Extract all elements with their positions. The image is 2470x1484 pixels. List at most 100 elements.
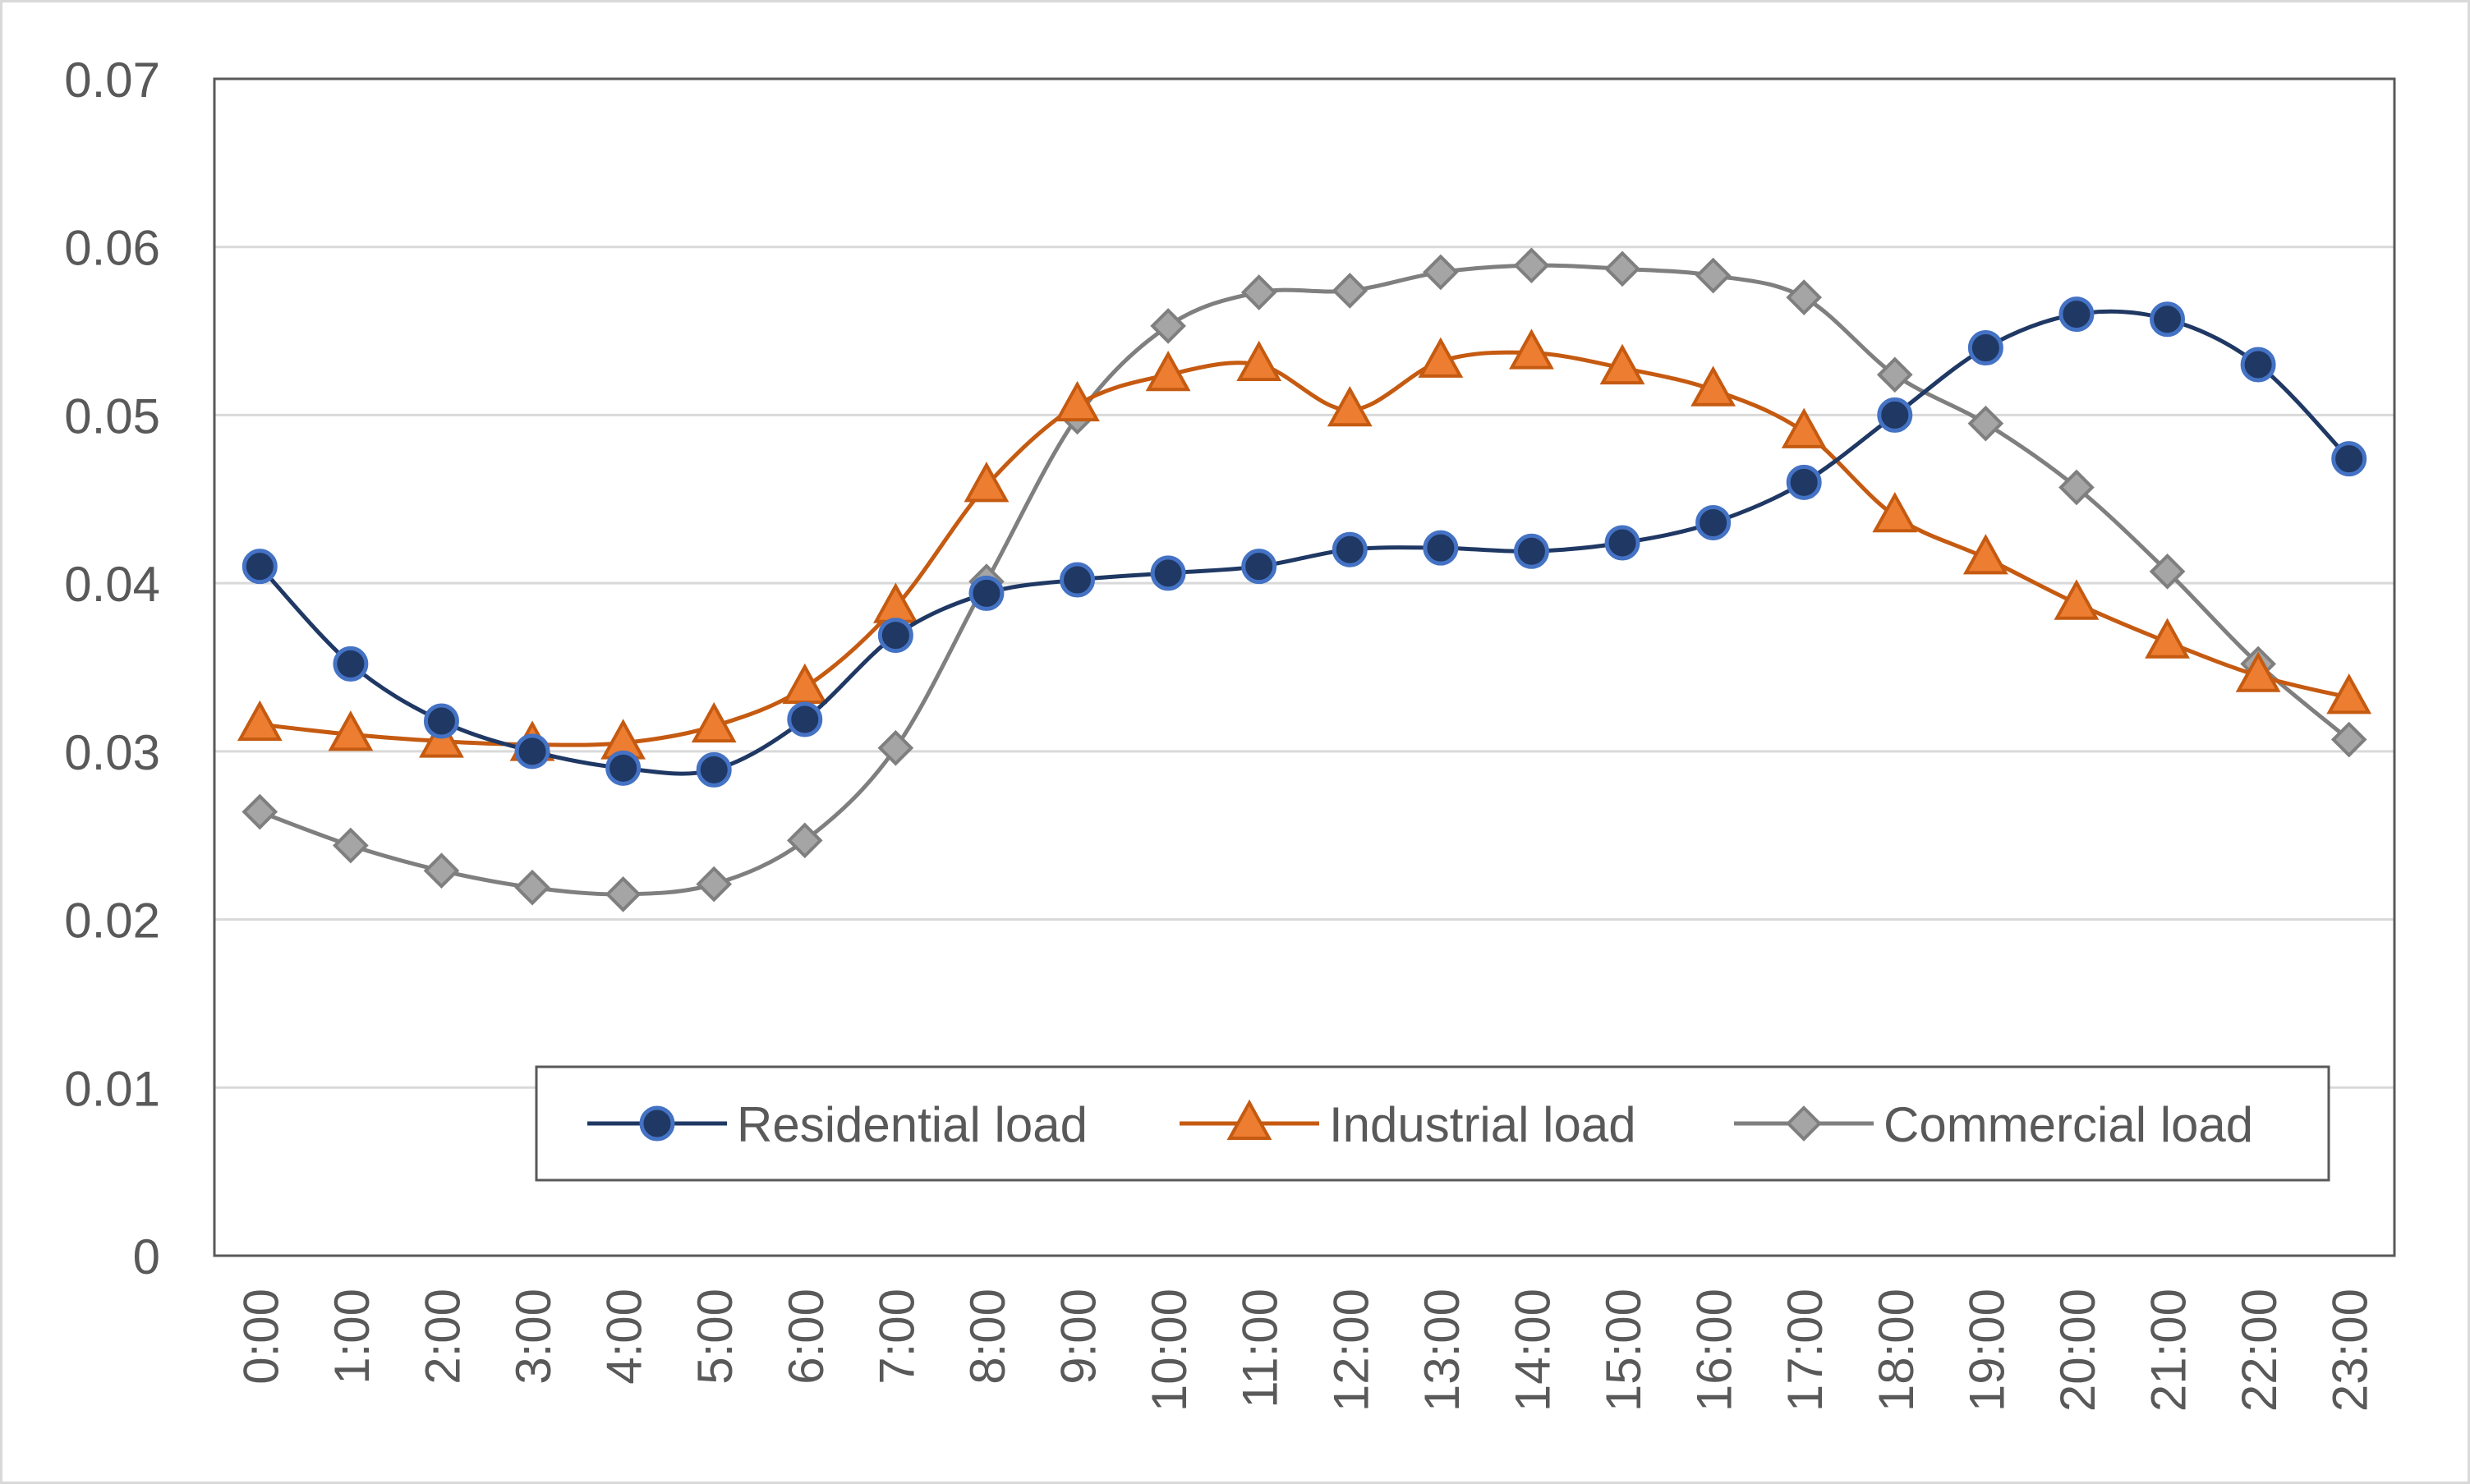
data-point	[1872, 491, 1918, 533]
data-point	[2054, 579, 2100, 620]
x-tick-label: 14:00	[1505, 1289, 1560, 1412]
data-point	[1332, 273, 1368, 309]
data-point	[2150, 301, 2186, 338]
data-point	[1513, 247, 1550, 284]
data-point	[1781, 407, 1827, 448]
data-point	[1786, 464, 1822, 500]
y-tick-label: 0.07	[64, 53, 160, 108]
legend-label: Commercial load	[1884, 1097, 2253, 1152]
data-point	[2331, 441, 2367, 477]
data-point	[1876, 356, 1913, 393]
data-point	[2240, 347, 2276, 383]
x-tick-label: 19:00	[1959, 1289, 2014, 1412]
data-point	[1240, 274, 1277, 310]
data-point	[2326, 673, 2372, 714]
legend-entry: Industrial load	[1180, 1097, 1636, 1152]
data-point	[1509, 329, 1554, 370]
data-point	[1060, 562, 1096, 598]
series-lines	[237, 247, 2372, 912]
x-tick-label: 13:00	[1414, 1289, 1470, 1412]
data-point	[1599, 343, 1645, 385]
x-tick-label: 11:00	[1233, 1289, 1288, 1408]
data-point	[2058, 469, 2095, 506]
data-point	[1145, 350, 1191, 392]
x-tick-label: 5:00	[688, 1289, 743, 1385]
data-point	[328, 710, 374, 751]
x-tick-label: 15:00	[1596, 1289, 1651, 1412]
y-axis-tick-labels: 0 0.01 0.02 0.03 0.04 0.05 0.06 0.07	[64, 53, 160, 1284]
x-tick-label: 12:00	[1323, 1289, 1378, 1412]
x-tick-label: 10:00	[1142, 1289, 1197, 1412]
data-point	[1150, 308, 1186, 344]
data-point	[514, 733, 550, 770]
data-point	[877, 618, 913, 654]
x-axis-tick-labels: 0:00 1:00 2:00 3:00 4:00 5:00 6:00 7:00 8:00 9:00…	[233, 1289, 2377, 1412]
y-tick-label: 0.06	[64, 221, 160, 276]
data-point	[1786, 279, 1823, 315]
data-point	[1695, 504, 1732, 540]
data-point	[782, 663, 828, 705]
data-point	[968, 575, 1005, 611]
gridlines	[214, 246, 2394, 1089]
series-industrial-load	[237, 329, 2372, 761]
y-tick-label: 0	[133, 1229, 160, 1284]
data-point	[514, 869, 550, 906]
data-point	[1236, 340, 1282, 382]
data-point	[2058, 296, 2095, 333]
x-tick-label: 3:00	[506, 1289, 561, 1385]
x-tick-label: 8:00	[960, 1289, 1015, 1385]
series-line	[258, 309, 2351, 776]
legend-label: Industrial load	[1329, 1097, 1636, 1152]
y-tick-label: 0.03	[64, 725, 160, 780]
data-point	[1332, 531, 1368, 567]
y-tick-label: 0.05	[64, 388, 160, 443]
data-point	[423, 703, 459, 739]
series-residential-load	[241, 296, 2367, 788]
x-tick-label: 18:00	[1869, 1289, 1924, 1412]
data-point	[605, 876, 642, 912]
data-point	[2330, 721, 2367, 758]
x-tick-label: 16:00	[1687, 1289, 1742, 1412]
data-point	[1690, 365, 1736, 407]
data-point	[1967, 330, 2003, 366]
x-tick-label: 17:00	[1778, 1289, 1833, 1412]
data-point	[1695, 257, 1732, 294]
x-tick-label: 22:00	[2232, 1289, 2287, 1412]
data-point	[1967, 405, 2004, 442]
data-point	[1055, 380, 1100, 422]
data-point	[1604, 250, 1640, 287]
legend: Residential load Industrial load Commercia…	[535, 1065, 2330, 1182]
data-point	[787, 701, 823, 737]
data-point	[691, 701, 737, 743]
data-point	[786, 822, 823, 859]
x-tick-label: 0:00	[233, 1289, 288, 1385]
x-tick-label: 2:00	[415, 1289, 470, 1385]
x-tick-label: 9:00	[1051, 1289, 1106, 1385]
series-commercial-load	[241, 247, 2367, 912]
data-point	[423, 852, 460, 889]
data-point	[1513, 533, 1549, 569]
data-point	[333, 646, 369, 682]
y-tick-label: 0.01	[64, 1061, 160, 1116]
data-point	[696, 751, 732, 788]
data-point	[237, 700, 283, 742]
data-point	[241, 549, 278, 585]
legend-box	[535, 1065, 2330, 1182]
series-line	[259, 263, 2351, 897]
legend-entry: Commercial load	[1734, 1097, 2253, 1152]
data-point	[1423, 530, 1459, 566]
x-tick-label: 6:00	[779, 1289, 834, 1385]
x-tick-label: 1:00	[324, 1289, 379, 1385]
data-point	[241, 793, 278, 830]
legend-marker	[1226, 1099, 1272, 1140]
data-point	[1327, 385, 1373, 427]
series-line	[260, 350, 2350, 747]
data-point	[1241, 549, 1277, 585]
legend-marker	[639, 1105, 675, 1142]
x-tick-label: 23:00	[2323, 1289, 2378, 1412]
x-tick-label: 7:00	[869, 1289, 924, 1385]
data-point	[1877, 397, 1913, 433]
legend-marker	[1786, 1105, 1822, 1142]
